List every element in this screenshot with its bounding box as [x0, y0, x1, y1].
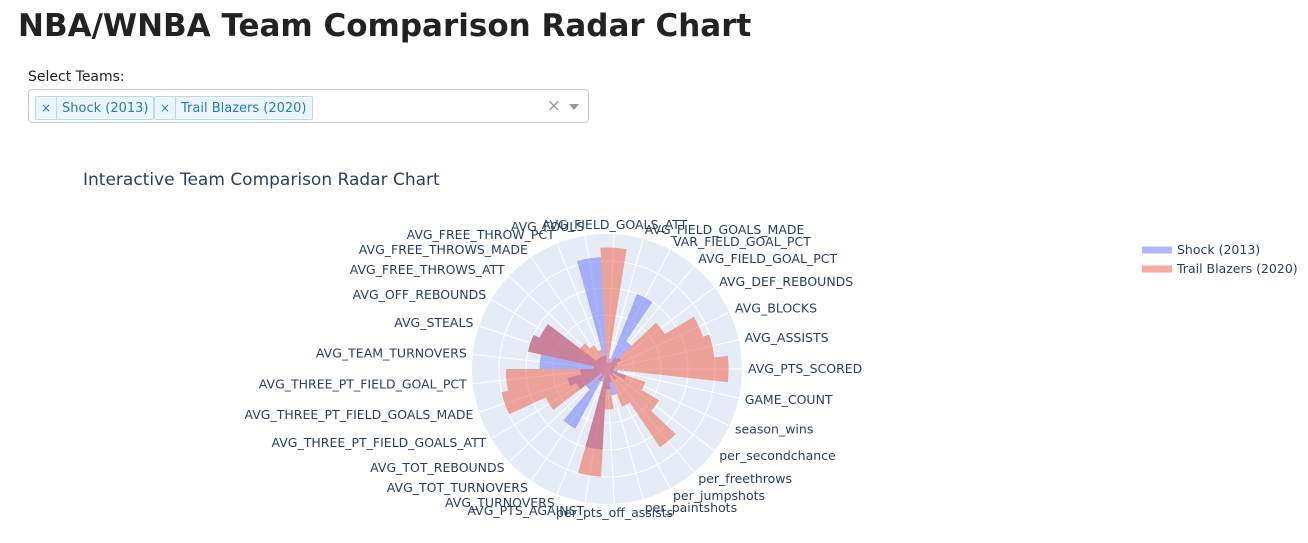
angular-tick-label: AVG_BLOCKS [735, 301, 817, 316]
angular-tick-label: AVG_TURNOVERS [445, 495, 555, 510]
series-2-wedge[interactable] [604, 369, 614, 410]
series-2 [501, 247, 729, 477]
team-chip-label: Trail Blazers (2020) [181, 100, 307, 116]
angular-axis-labels: AVG_PTS_SCORED AVG_ASSISTS AVG_BLOCKS AVG_D… [244, 217, 862, 520]
angular-tick-label: per_jumpshots [673, 488, 765, 503]
series-layer [501, 247, 729, 477]
angular-tick-label: AVG_FIELD_GOAL_PCT [698, 251, 837, 266]
angular-tick-label: AVG_FOULS [511, 219, 584, 234]
angular-tick-label: per_pts_off_assists [556, 505, 673, 520]
series-2-wedge[interactable] [607, 369, 630, 407]
angular-tick-label: AVG_FIELD_GOALS_MADE [645, 222, 805, 237]
series-1-wedge[interactable] [607, 293, 653, 369]
select-teams-label: Select Teams: [28, 69, 125, 85]
series-2-wedge[interactable] [607, 369, 676, 448]
legend-item-label[interactable]: Shock (2013) [1177, 242, 1260, 257]
angular-tick-label: AVG_PTS_SCORED [748, 361, 862, 376]
angular-tick-label: AVG_ASSISTS [745, 330, 829, 345]
series-2-wedge[interactable] [607, 334, 715, 369]
series-2-wedge[interactable] [607, 362, 610, 369]
series-1-wedge[interactable] [577, 257, 607, 369]
angular-tick-label: AVG_TOT_REBOUNDS [370, 460, 505, 475]
series-2-wedge[interactable] [607, 369, 612, 383]
series-2-wedge[interactable] [601, 369, 607, 375]
angular-tick-label: AVG_OFF_REBOUNDS [353, 287, 487, 302]
series-2-wedge[interactable] [580, 343, 607, 369]
series-2-wedge[interactable] [597, 349, 607, 369]
angular-tick-label: GAME_COUNT [745, 392, 833, 407]
series-1-wedge[interactable] [585, 369, 607, 390]
series-2-wedge[interactable] [578, 369, 607, 477]
dropdown-caret-icon[interactable] [569, 104, 579, 110]
angular-tick-label: VAR_FIELD_GOAL_PCT [673, 234, 811, 249]
series-2-wedge[interactable] [539, 324, 607, 369]
series-2-wedge[interactable] [501, 369, 607, 415]
angular-gridline [606, 238, 644, 370]
series-2-wedge[interactable] [607, 355, 729, 383]
angular-tick-label: AVG_DEF_REBOUNDS [719, 274, 853, 289]
angular-tick-label: season_wins [735, 422, 813, 437]
angular-tick-label: AVG_TEAM_TURNOVERS [316, 345, 467, 360]
angular-tick-label: AVG_FREE_THROWS_MADE [359, 242, 528, 257]
angular-gridline [556, 243, 608, 370]
angular-tick-label: AVG_THREE_PT_FIELD_GOALS_ATT [272, 435, 487, 450]
angular-tick-label: per_secondchance [719, 448, 836, 463]
angular-gridline [606, 368, 739, 399]
team-chip: × Trail Blazers (2020) [154, 96, 313, 120]
angular-tick-label: AVG_FIELD_GOALS_ATT [542, 217, 688, 232]
series-2-wedge[interactable] [527, 334, 607, 369]
angular-tick-label: AVG_STEALS [394, 315, 473, 330]
series-2-wedge[interactable] [607, 369, 646, 390]
series-2-wedge[interactable] [505, 369, 607, 391]
series-2-wedge[interactable] [607, 322, 665, 369]
series-2-wedge[interactable] [607, 316, 703, 369]
series-2-wedge[interactable] [600, 247, 627, 369]
angular-tick-label: per_freethrows [698, 471, 792, 486]
series-2-wedge[interactable] [607, 362, 611, 369]
angular-gridline [556, 368, 608, 495]
remove-chip-icon[interactable]: × [36, 97, 57, 119]
series-2-wedge[interactable] [545, 369, 607, 410]
series-2-wedge[interactable] [607, 369, 660, 411]
angular-tick-label: AVG_THREE_PT_FIELD_GOAL_PCT [259, 377, 467, 392]
team-chip: × Shock (2013) [35, 96, 155, 120]
angular-tick-label: AVG_PTS_AGAINST [467, 503, 584, 518]
series-2-wedge[interactable] [603, 369, 607, 376]
legend-item-label[interactable]: Trail Blazers (2020) [1176, 261, 1298, 276]
page-title: NBA/WNBA Team Comparison Radar Chart [18, 8, 752, 44]
angular-tick-label: AVG_TOT_TURNOVERS [387, 480, 528, 495]
series-1-wedge[interactable] [539, 354, 608, 369]
series-2-wedge[interactable] [607, 357, 617, 369]
angular-tick-label: AVG_FREE_THROWS_ATT [350, 262, 505, 277]
chart-title: Interactive Team Comparison Radar Chart [83, 170, 440, 190]
team-multiselect[interactable]: × Shock (2013) × Trail Blazers (2020) × [28, 89, 589, 123]
angular-tick-label: AVG_FREE_THROW_PCT [407, 227, 556, 242]
series-2-wedge[interactable] [607, 369, 614, 372]
series-2-wedge[interactable] [603, 355, 607, 369]
legend: Shock (2013) Trail Blazers (2020) [1142, 242, 1298, 276]
team-chip-label: Shock (2013) [62, 100, 149, 116]
series-2-wedge[interactable] [589, 345, 607, 369]
clear-selection-icon[interactable]: × [546, 96, 561, 116]
angular-tick-label: per_paintshots [645, 500, 737, 515]
angular-tick-label: AVG_THREE_PT_FIELD_GOALS_MADE [244, 407, 473, 422]
series-2-wedge[interactable] [598, 369, 607, 381]
series-1-wedge[interactable] [563, 369, 607, 429]
series-2-wedge[interactable] [593, 366, 608, 369]
remove-chip-icon[interactable]: × [155, 97, 176, 119]
